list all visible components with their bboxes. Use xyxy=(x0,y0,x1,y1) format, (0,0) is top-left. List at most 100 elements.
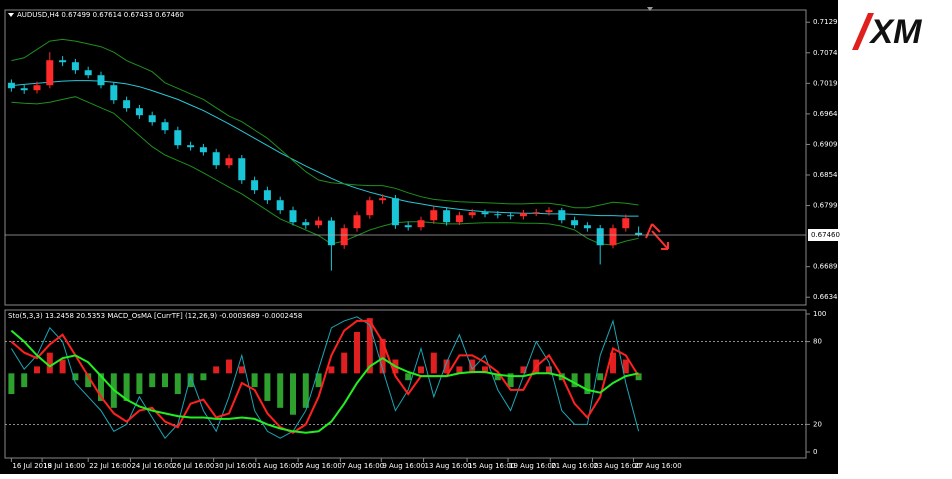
shift-marker xyxy=(647,7,653,11)
candle-body xyxy=(404,225,412,228)
x-tick-label: 24 Jul 16:00 xyxy=(131,462,173,470)
candle-body xyxy=(635,232,643,235)
x-tick-label: 9 Aug 16:00 xyxy=(382,462,425,470)
candle-body xyxy=(263,190,271,201)
logo-slash xyxy=(852,13,874,50)
histogram-bar xyxy=(328,366,335,374)
histogram-bar xyxy=(405,373,412,381)
histogram-bar xyxy=(354,331,360,374)
candle-body xyxy=(123,100,131,109)
histogram-bar xyxy=(238,366,245,374)
candle-body xyxy=(251,180,259,191)
candle-body xyxy=(20,88,28,91)
histogram-bar xyxy=(635,373,642,381)
arrow-down xyxy=(651,230,669,250)
y-tick-label: 0.69640 xyxy=(813,110,842,118)
histogram-bar xyxy=(264,373,271,401)
y-tick-label: 100 xyxy=(813,310,826,318)
candle-body xyxy=(353,215,361,229)
histogram-bar xyxy=(482,366,488,374)
candle-body xyxy=(59,60,67,63)
histogram-bar xyxy=(584,373,591,395)
candle-body xyxy=(33,85,41,91)
histogram-bar xyxy=(379,338,386,374)
candle-body xyxy=(212,152,220,166)
price-box xyxy=(808,229,838,241)
menu-arrow xyxy=(8,13,14,17)
x-tick-label: 19 Aug 16:00 xyxy=(509,462,556,470)
candle-body xyxy=(443,210,451,223)
histogram-bar xyxy=(622,359,629,374)
x-tick-label: 7 Aug 16:00 xyxy=(341,462,384,470)
x-tick-label: 30 Jul 16:00 xyxy=(215,462,257,470)
histogram-bar xyxy=(85,373,92,388)
histogram-bar xyxy=(418,366,424,374)
histogram-bar xyxy=(136,373,143,395)
histogram-bar xyxy=(98,373,104,401)
logo-text: XM xyxy=(869,13,923,51)
band-line xyxy=(11,38,639,209)
candle-body xyxy=(199,147,207,153)
candle-body xyxy=(519,213,527,217)
chart-title: AUDUSD,H4 0.67499 0.67614 0.67433 0.6746… xyxy=(17,11,184,19)
price-label: 0.67460 xyxy=(811,231,840,239)
candle-body xyxy=(187,145,195,148)
candle-body xyxy=(507,215,515,217)
x-tick-label: 26 Jul 16:00 xyxy=(172,462,214,470)
x-tick-label: 21 Aug 16:00 xyxy=(551,462,598,470)
histogram-bar xyxy=(21,373,28,388)
oscillator-line xyxy=(10,329,639,434)
candle-body xyxy=(417,220,425,228)
histogram-bar xyxy=(597,373,604,381)
indicator-title: Sto(5,3,3) 13.2458 20.5353 MACD_OsMA [Cu… xyxy=(8,312,302,320)
histogram-bar xyxy=(123,373,130,401)
histogram-bar xyxy=(46,352,53,374)
candle-body xyxy=(161,122,169,131)
candle-body xyxy=(430,210,438,221)
candle-body xyxy=(238,158,246,181)
histogram-bar xyxy=(546,366,552,374)
candle-body xyxy=(532,212,540,214)
candle-body xyxy=(366,200,374,216)
band-line xyxy=(11,96,639,246)
candle-body xyxy=(174,130,182,146)
candle-body xyxy=(71,62,79,71)
histogram-bar xyxy=(149,373,156,388)
x-tick-label: 15 Aug 16:00 xyxy=(468,462,515,470)
y-tick-label: 80 xyxy=(813,338,822,346)
histogram-bar xyxy=(443,359,450,374)
histogram-bar xyxy=(226,359,232,374)
histogram-bar xyxy=(341,352,348,374)
candle-body xyxy=(276,200,284,211)
histogram-bar xyxy=(520,366,527,374)
candle-body xyxy=(110,85,118,101)
y-tick-label: 0.69090 xyxy=(813,140,842,148)
histogram-bar xyxy=(59,359,66,374)
candle-body xyxy=(225,158,233,166)
candle-body xyxy=(609,228,617,246)
candle-body xyxy=(46,60,54,86)
candle-body xyxy=(494,214,502,216)
candle-body xyxy=(455,215,463,223)
histogram-bar xyxy=(366,318,373,374)
histogram-bar xyxy=(174,373,181,395)
candle-body xyxy=(327,220,335,246)
logo: XM xyxy=(852,13,922,51)
histogram-bar xyxy=(290,373,296,415)
band-line xyxy=(11,80,639,217)
candle-body xyxy=(545,210,553,213)
x-tick-label: 16 Jul 2019 xyxy=(12,462,52,470)
x-tick-label: 22 Jul 16:00 xyxy=(89,462,131,470)
y-tick-label: 0 xyxy=(813,448,817,456)
candle-body xyxy=(7,82,15,89)
x-tick-label: 18 Jul 16:00 xyxy=(43,462,85,470)
price-panel xyxy=(4,9,807,306)
histogram-bar xyxy=(72,373,79,381)
histogram-bar xyxy=(162,373,168,388)
histogram-bar xyxy=(187,373,194,388)
candle-body xyxy=(340,228,348,246)
histogram-bar xyxy=(507,373,514,388)
histogram-bar xyxy=(277,373,284,408)
y-tick-label: 0.68540 xyxy=(813,171,842,179)
